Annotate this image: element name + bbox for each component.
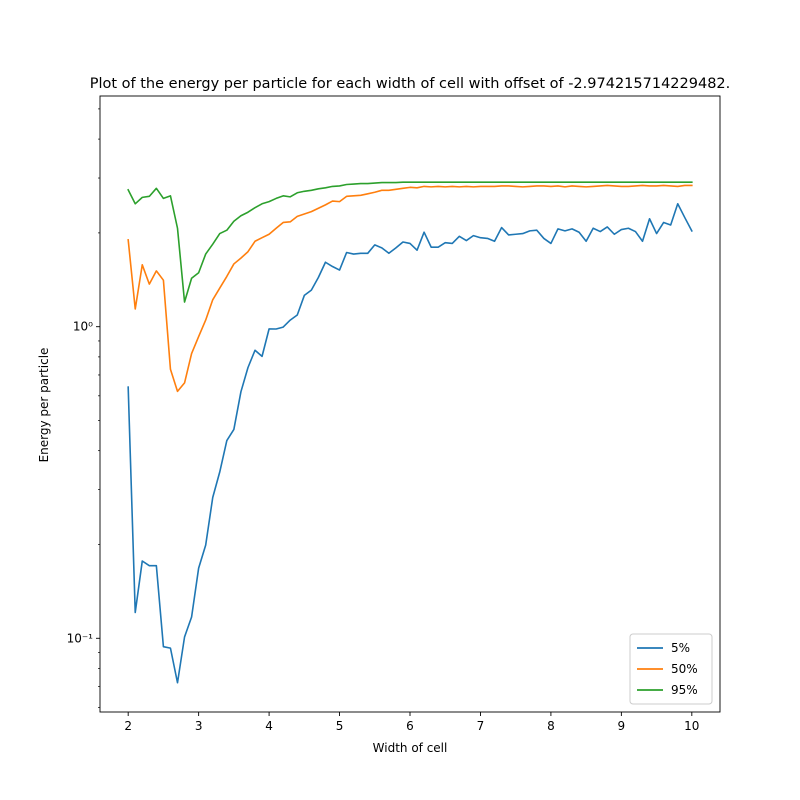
y-axis: 10⁻¹ 10⁰ [67, 108, 100, 708]
legend-box [629, 633, 713, 705]
x-tick-label: 3 [195, 719, 203, 733]
y-tick-label: 10⁻¹ [67, 631, 94, 645]
x-tick-label: 5 [336, 719, 344, 733]
series-line-1 [127, 202, 693, 684]
x-tick-label: 6 [406, 719, 414, 733]
series-line-2 [127, 184, 693, 393]
plot-frame [99, 95, 721, 713]
y-axis-label: Energy per particle [37, 348, 51, 463]
y-tick-label: 10⁰ [73, 320, 93, 334]
legend: 5% 50% 95% [629, 633, 713, 705]
x-axis-label: Width of cell [373, 741, 448, 755]
legend-label: 5% [671, 641, 690, 655]
x-tick-label: 8 [547, 719, 555, 733]
x-tick-label: 9 [618, 719, 626, 733]
x-tick-label: 10 [684, 719, 699, 733]
legend-label: 50% [671, 662, 698, 676]
chart-title: Plot of the energy per particle for each… [90, 76, 731, 92]
x-tick-label: 4 [265, 719, 273, 733]
legend-label: 95% [671, 683, 698, 697]
series-line-3 [127, 181, 693, 303]
x-tick-label: 7 [477, 719, 485, 733]
x-tick-label: 2 [124, 719, 132, 733]
x-axis: 2 3 4 5 6 7 8 9 10 [124, 712, 699, 733]
plot-area [99, 95, 721, 713]
